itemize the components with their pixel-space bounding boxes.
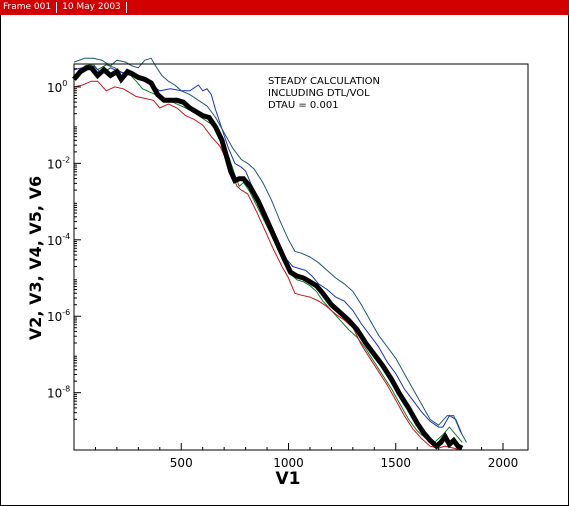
- frame-name: Frame 001: [3, 2, 52, 12]
- frame-date: 10 May 2003: [62, 2, 121, 12]
- series-layer: [72, 57, 467, 451]
- annotation-line: INCLUDING DTL/VOL: [268, 88, 370, 99]
- y-tick-label: 10-6: [47, 308, 70, 324]
- x-tick-label: 500: [170, 456, 193, 470]
- y-tick-label: 10-8: [47, 385, 70, 401]
- x-axis-ticks: 500 1000 1500 2000: [94, 443, 519, 470]
- y-axis-label: V2, V3, V4, V5, V6: [26, 176, 45, 340]
- y-tick-label: 10-4: [47, 232, 70, 248]
- series-line-4: [73, 80, 461, 451]
- x-tick-label: 1500: [380, 456, 411, 470]
- y-axis-ticks: 100 10-2 10-4 10-6 10-8: [47, 68, 81, 420]
- series-line-2: [73, 65, 463, 435]
- x-tick-label: 1000: [273, 456, 304, 470]
- x-tick-label: 2000: [488, 456, 519, 470]
- frame-title-bar: Frame 001 10 May 2003: [0, 0, 569, 15]
- title-separator: [56, 2, 58, 13]
- annotation-line: DTAU = 0.001: [268, 100, 339, 111]
- series-line-5: [72, 65, 464, 451]
- x-axis-label: V1: [276, 469, 301, 489]
- plot-frame: [73, 63, 529, 451]
- annotation-line: STEADY CALCULATION: [268, 76, 380, 87]
- y-tick-label: 100: [47, 79, 67, 95]
- series-line-3: [73, 57, 467, 443]
- y-tick-label: 10-2: [47, 155, 70, 171]
- title-separator-end: [125, 2, 127, 13]
- series-line-1: [73, 63, 463, 443]
